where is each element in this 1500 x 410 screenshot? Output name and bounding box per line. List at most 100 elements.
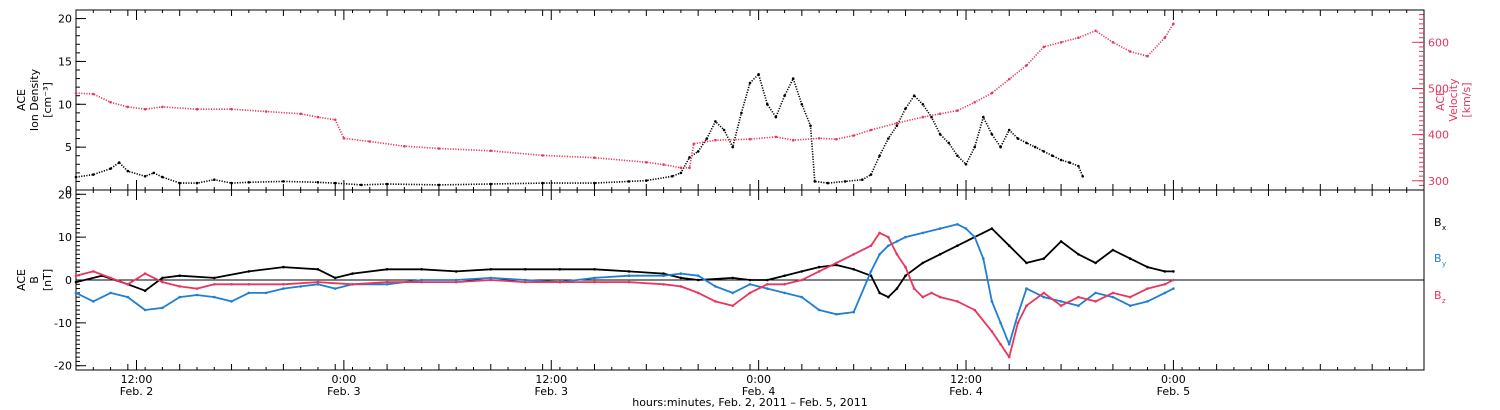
series-bx-point <box>938 253 942 256</box>
series-density-point <box>696 150 700 153</box>
series-density-point <box>333 181 337 185</box>
series-bz-point <box>990 330 994 333</box>
series-bz-point <box>247 283 251 286</box>
series-density-point <box>990 133 994 136</box>
series-bx-point <box>351 272 354 275</box>
series-by-point <box>956 223 959 226</box>
y-tick-label: 10 <box>58 98 72 111</box>
bottom-ylabel-line1: ACE <box>15 269 28 291</box>
series-by-point <box>420 278 423 282</box>
series-bx-point <box>904 274 907 278</box>
series-density-point <box>627 180 631 183</box>
top-ylabel-line2: Ion Density <box>28 68 41 131</box>
series-by-point <box>887 244 890 247</box>
series-velocity-point <box>1128 50 1132 53</box>
x-tick-label-date: Feb. 5 <box>1157 385 1190 398</box>
series-by-point <box>999 321 1002 325</box>
series-bz-point <box>385 280 389 284</box>
x-tick-label-time: 12:00 <box>535 373 567 386</box>
series-by-point <box>1007 343 1011 346</box>
top-left-ticks: 0 5 10 15 20 <box>58 9 86 197</box>
series-bx-point <box>1042 257 1046 260</box>
series-bz-point <box>282 283 285 286</box>
series-bx-point <box>878 291 881 295</box>
series-velocity-point <box>774 135 778 139</box>
series-density-point <box>213 178 216 181</box>
series-velocity-point <box>817 137 821 140</box>
series-bz-point <box>766 283 769 286</box>
series-bx-point <box>489 268 493 271</box>
series-by-point <box>990 300 994 303</box>
series-bx-point <box>213 276 216 280</box>
bottom-series <box>74 223 1175 359</box>
series-by-point <box>178 295 181 299</box>
series-density-point <box>748 81 752 85</box>
y-tick-label: 5 <box>65 141 72 154</box>
series-velocity-point <box>1146 54 1149 58</box>
series-bz-point <box>92 270 95 273</box>
x-tick-label-date: Feb. 3 <box>535 385 568 398</box>
series-by-point <box>921 231 925 235</box>
x-tick-label-date: Feb. 2 <box>120 385 153 398</box>
series-bx-point <box>1128 257 1132 260</box>
series-density-point <box>195 181 199 185</box>
legend-bz-subscript: z <box>1442 297 1446 305</box>
top-series <box>74 22 1175 187</box>
x-tick-label-time: 0:00 <box>1161 373 1186 386</box>
series-by-point <box>1163 291 1167 295</box>
series-density-point <box>705 137 709 140</box>
series-density-point <box>826 181 830 185</box>
series-by-point <box>696 274 700 278</box>
series-velocity-point <box>264 110 268 113</box>
series-by-point <box>385 283 389 286</box>
series-density-point <box>126 169 130 173</box>
series-bz-point <box>912 287 916 290</box>
series-density-point <box>645 179 648 182</box>
series-density-point <box>178 181 181 185</box>
series-by-point <box>454 278 458 282</box>
legend-by-subscript: y <box>1442 260 1446 268</box>
series-by-point <box>800 295 804 299</box>
series-bx-point <box>895 287 899 290</box>
series-density-point <box>766 103 769 106</box>
series-velocity-point <box>1077 36 1080 39</box>
series-density-line <box>75 73 1084 186</box>
series-bz-point <box>662 283 665 286</box>
y-tick-label: -20 <box>54 360 72 373</box>
series-density-point <box>731 145 734 149</box>
series-bx-point <box>800 270 804 273</box>
series-bz-point <box>161 280 164 284</box>
y-tick-label: 20 <box>58 188 72 201</box>
series-density-point <box>973 145 976 149</box>
series-by-point <box>964 227 968 230</box>
series-bx-point <box>921 261 925 265</box>
top-ylabel-right-line3: [km/s] <box>1460 82 1473 117</box>
series-velocity-point <box>973 101 976 104</box>
series-bz-point <box>1025 304 1028 308</box>
series-velocity-point <box>662 163 665 166</box>
series-velocity-point <box>161 105 164 109</box>
series-density-point <box>774 115 778 119</box>
series-velocity-point <box>1042 45 1046 49</box>
series-bz-point <box>748 291 752 295</box>
series-by-point <box>783 291 786 295</box>
series-bz-point <box>930 291 933 295</box>
series-bx-point <box>178 274 181 278</box>
series-bz-point <box>1172 278 1175 282</box>
series-bz-point <box>593 280 596 284</box>
series-velocity-point <box>489 149 493 153</box>
series-bz-point <box>74 274 78 278</box>
series-bx-point <box>1172 270 1175 273</box>
bottom-ylabel-line3: [nT] <box>41 269 54 291</box>
series-by-point <box>1172 287 1175 290</box>
series-bz-point <box>143 272 147 275</box>
series-density-point <box>1016 137 1020 140</box>
bottom-left-ticks: -20 -10 0 10 20 <box>54 188 86 373</box>
series-bx-point <box>662 272 665 275</box>
series-bx-point <box>1007 244 1011 247</box>
top-right-ticks: 300 400 500 600 <box>1412 14 1449 188</box>
series-by-point <box>878 253 881 256</box>
series-bx-point <box>1094 261 1097 265</box>
